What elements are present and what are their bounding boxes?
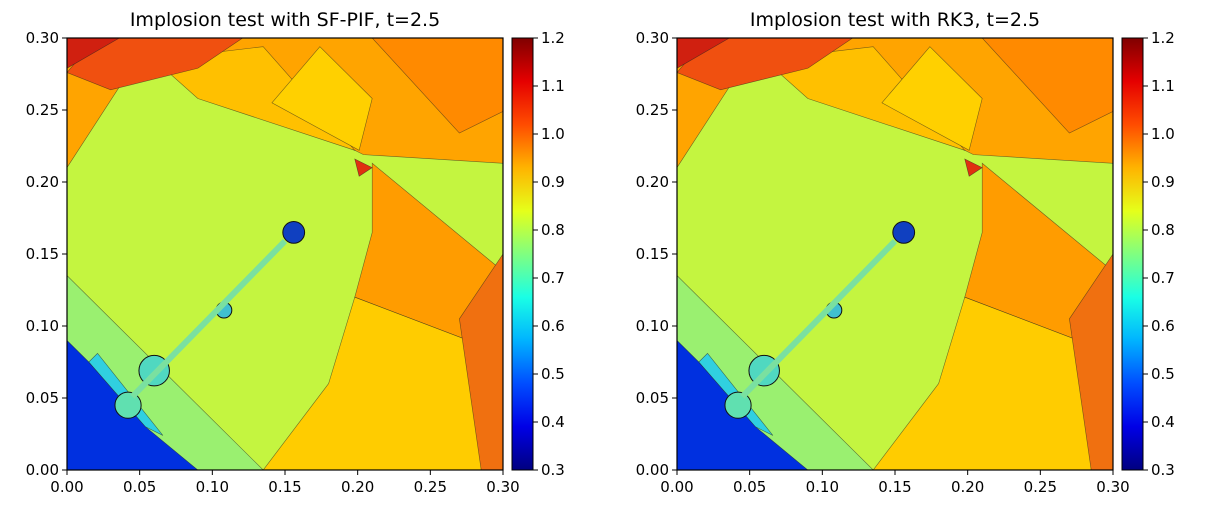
colorbar-tick-label: 0.4 <box>1151 413 1175 431</box>
colorbar-tick-label: 0.9 <box>1151 173 1175 191</box>
field-region <box>1069 253 1113 470</box>
field-region <box>677 339 809 470</box>
field-region <box>872 296 1096 470</box>
x-tick-label: 0.30 <box>1096 478 1129 496</box>
colorbar-tick-label: 0.7 <box>1151 269 1175 287</box>
colorbar-tick-label: 1.2 <box>1151 29 1175 47</box>
colorbar-tick-label: 1.1 <box>541 77 565 95</box>
colorbar-tick-label: 1.0 <box>541 125 565 143</box>
field <box>67 38 503 470</box>
colorbar-tick-label: 0.5 <box>541 365 565 383</box>
vortex <box>892 221 916 244</box>
vortex <box>724 391 752 419</box>
jet <box>130 238 288 399</box>
x-tick-label: 0.25 <box>414 478 447 496</box>
y-tick-label: 0.00 <box>636 461 669 479</box>
colorbar-tick-label: 0.3 <box>541 461 565 479</box>
colorbar-tick-label: 0.5 <box>1151 365 1175 383</box>
colorbar-tick-label: 0.9 <box>541 173 565 191</box>
colorbar-tick-label: 0.6 <box>1151 317 1175 335</box>
colorbar-tick-label: 0.6 <box>541 317 565 335</box>
colorbar <box>1121 37 1144 471</box>
field-region <box>67 38 244 91</box>
x-tick-label: 0.00 <box>660 478 693 496</box>
colorbar <box>511 37 534 471</box>
y-tick-label: 0.15 <box>636 245 669 263</box>
y-tick-label: 0.30 <box>26 29 59 47</box>
colorbar-tick-label: 0.8 <box>541 221 565 239</box>
colorbar-tick-label: 0.4 <box>541 413 565 431</box>
x-tick-label: 0.15 <box>268 478 301 496</box>
jet <box>740 238 898 399</box>
y-tick-label: 0.05 <box>636 389 669 407</box>
x-tick-label: 0.00 <box>50 478 83 496</box>
field-region <box>881 46 983 151</box>
x-tick-label: 0.10 <box>806 478 839 496</box>
y-tick-label: 0.10 <box>636 317 669 335</box>
colorbar-tick-label: 1.0 <box>1151 125 1175 143</box>
vortex <box>282 221 306 244</box>
y-tick-label: 0.25 <box>26 101 59 119</box>
y-tick-label: 0.00 <box>26 461 59 479</box>
field-region <box>354 158 373 177</box>
x-tick-label: 0.05 <box>123 478 156 496</box>
x-tick-label: 0.15 <box>878 478 911 496</box>
colorbar-tick-label: 0.3 <box>1151 461 1175 479</box>
field-region <box>67 339 199 470</box>
x-tick-label: 0.05 <box>733 478 766 496</box>
field-region <box>262 296 486 470</box>
y-tick-label: 0.30 <box>636 29 669 47</box>
field-region <box>153 46 356 151</box>
field-region <box>459 253 503 470</box>
colorbar-tick-label: 0.7 <box>541 269 565 287</box>
chart-title: Implosion test with RK3, t=2.5 <box>750 9 1040 31</box>
vortex <box>114 391 142 419</box>
field-region <box>677 38 730 69</box>
x-tick-label: 0.25 <box>1024 478 1057 496</box>
y-tick-label: 0.05 <box>26 389 59 407</box>
field <box>677 38 1113 470</box>
y-tick-label: 0.15 <box>26 245 59 263</box>
field-region <box>67 38 120 69</box>
colorbar-tick-label: 1.2 <box>541 29 565 47</box>
field-region <box>763 46 966 151</box>
y-tick-label: 0.20 <box>26 173 59 191</box>
x-tick-label: 0.20 <box>951 478 984 496</box>
field-region <box>964 158 983 177</box>
y-tick-label: 0.10 <box>26 317 59 335</box>
y-tick-label: 0.25 <box>636 101 669 119</box>
colorbar-tick-label: 1.1 <box>1151 77 1175 95</box>
field-region <box>271 46 373 151</box>
x-tick-label: 0.10 <box>196 478 229 496</box>
x-tick-label: 0.30 <box>486 478 519 496</box>
chart-title: Implosion test with SF-PIF, t=2.5 <box>130 9 440 31</box>
colorbar-tick-label: 0.8 <box>1151 221 1175 239</box>
field-region <box>981 38 1113 134</box>
x-tick-label: 0.20 <box>341 478 374 496</box>
y-tick-label: 0.20 <box>636 173 669 191</box>
field-region <box>371 38 503 134</box>
field-region <box>67 275 264 470</box>
field-region <box>677 38 854 91</box>
